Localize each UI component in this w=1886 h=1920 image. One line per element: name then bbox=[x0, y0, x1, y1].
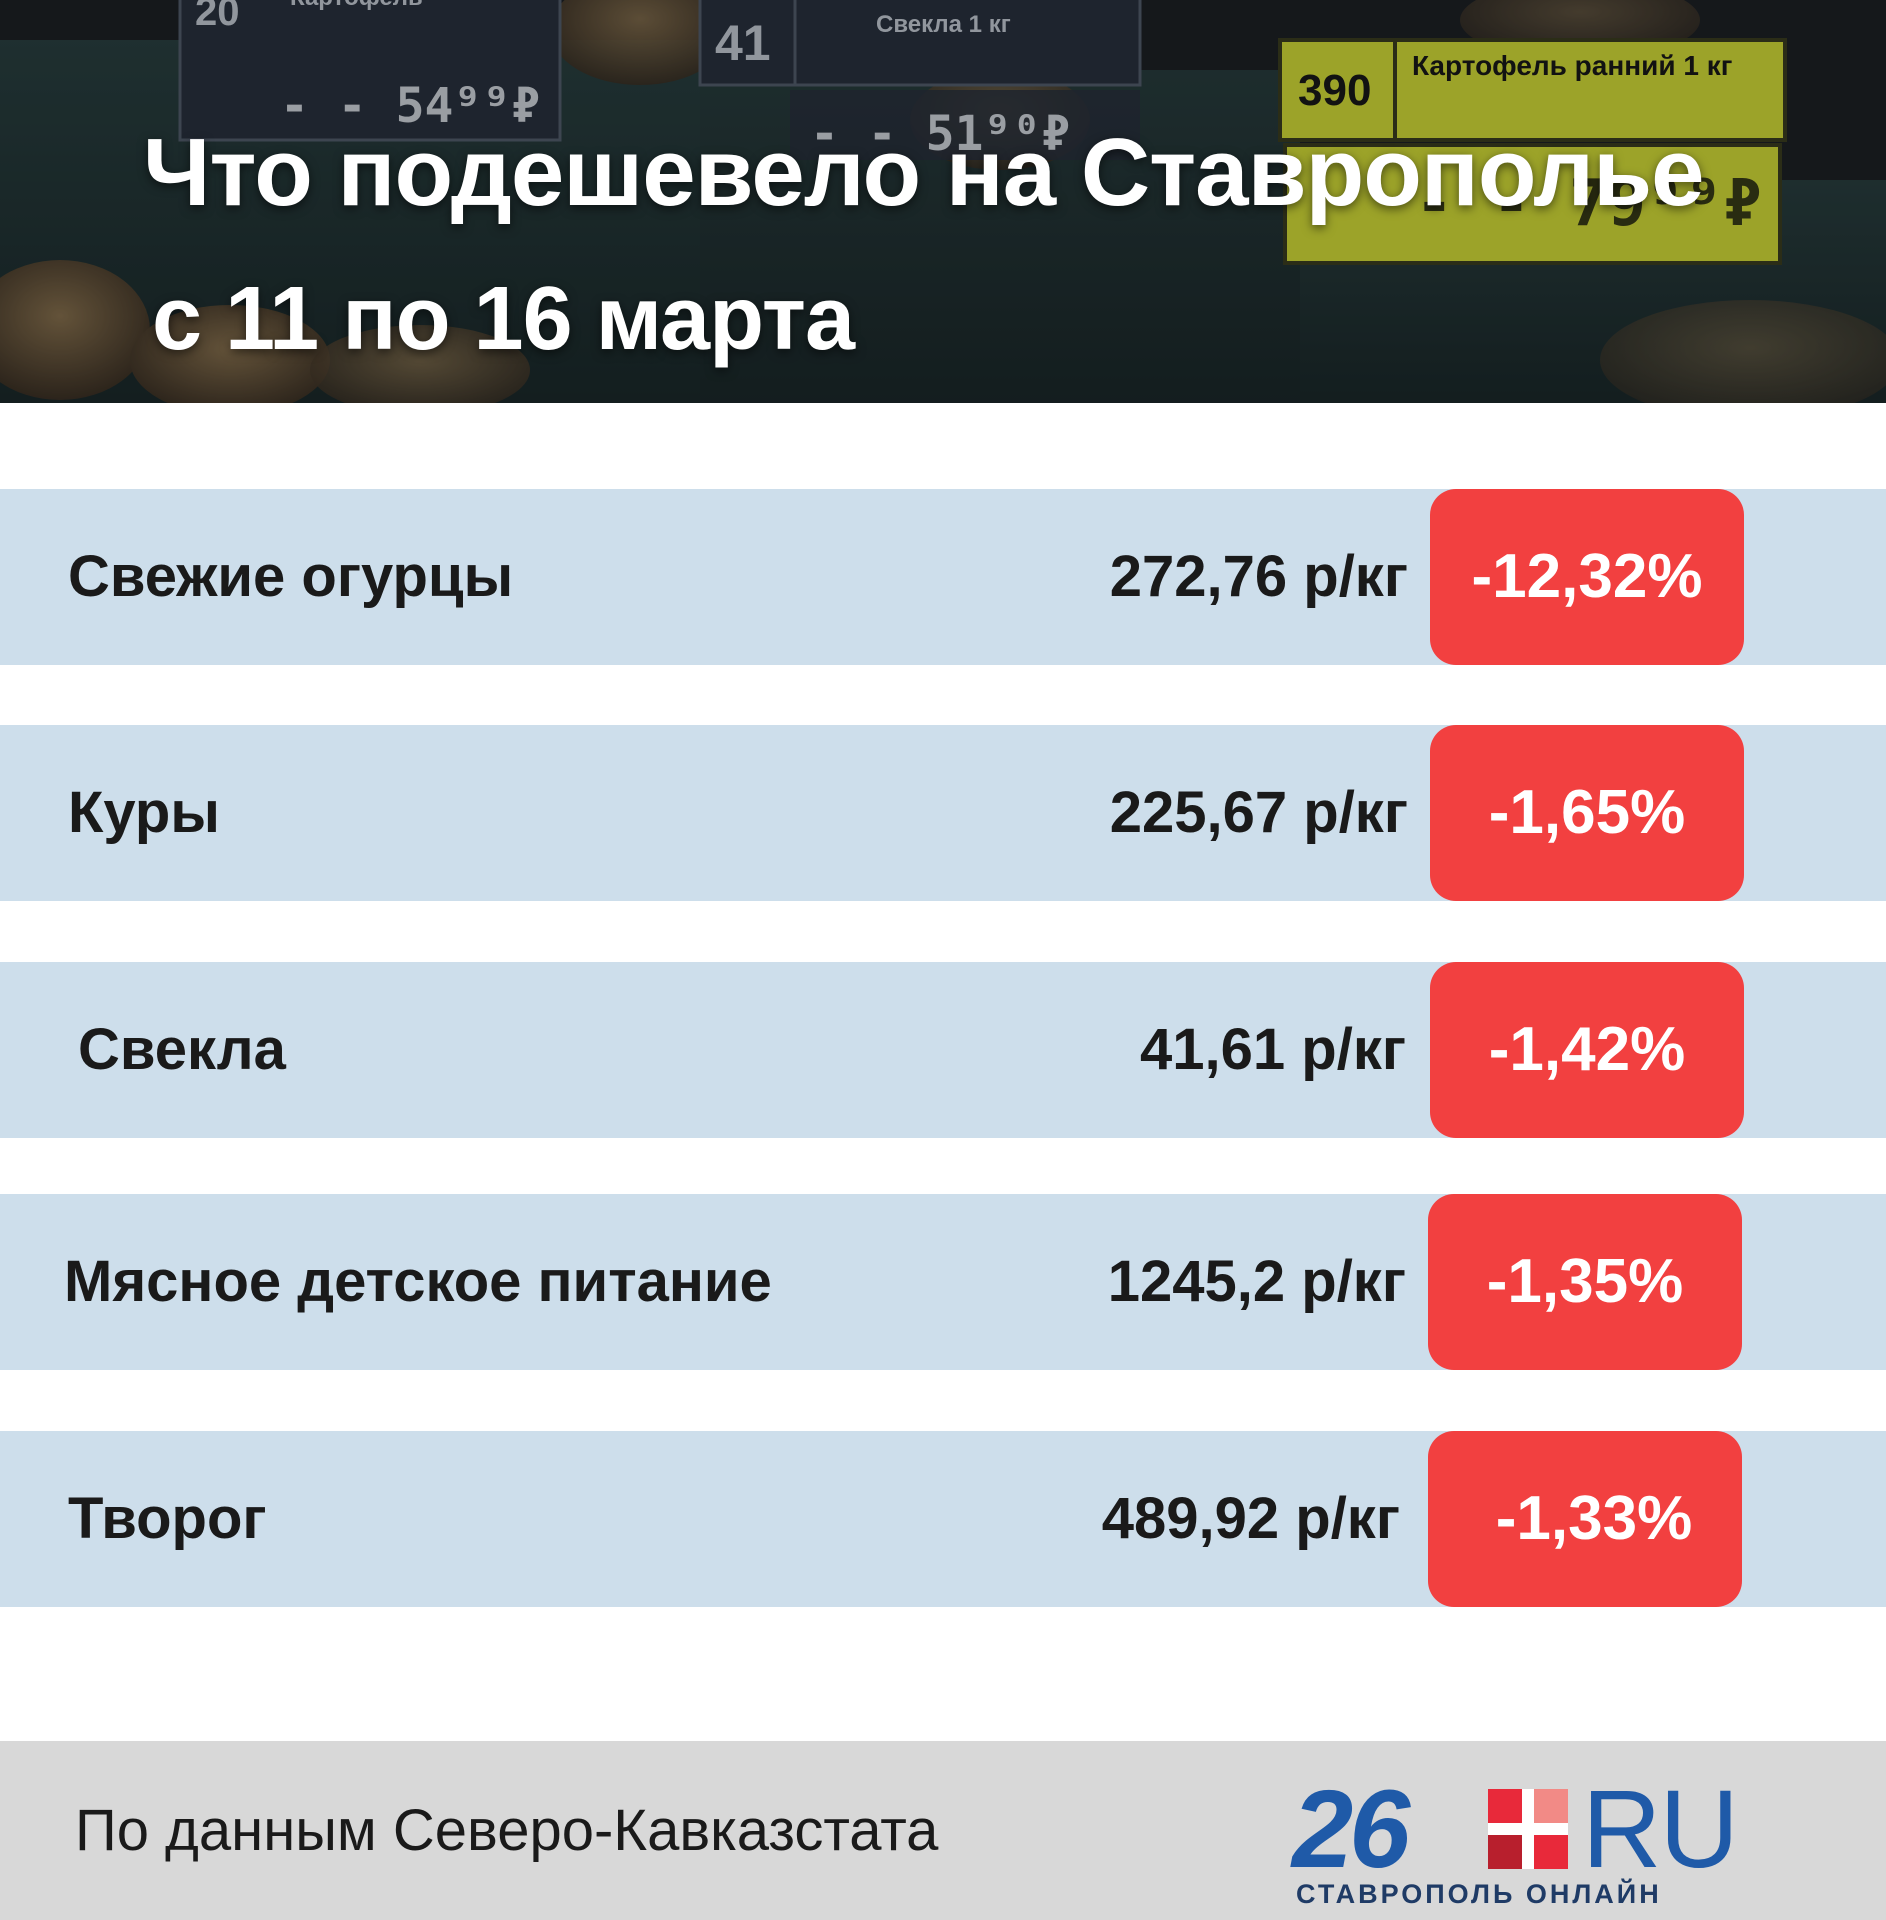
list-item: Творог 489,92 р/кг -1,33% bbox=[0, 1431, 1886, 1607]
potato-shape bbox=[130, 305, 330, 403]
product-name: Мясное детское питание bbox=[64, 1249, 772, 1314]
product-price: 272,76 р/кг bbox=[1109, 544, 1408, 609]
footer: По данным Северо-Кавказстата 26 RU СТАВР… bbox=[0, 1741, 1886, 1920]
price-change-badge: -1,42% bbox=[1430, 962, 1744, 1138]
logo-number: 26 bbox=[1292, 1768, 1410, 1891]
tag2-name: Свекла 1 кг bbox=[876, 11, 1011, 38]
data-source-note: По данным Северо-Кавказстата bbox=[75, 1798, 939, 1863]
tag1-name: Картофель bbox=[290, 0, 423, 11]
potato-shape bbox=[550, 0, 730, 85]
list-item: Мясное детское питание 1245,2 р/кг -1,35… bbox=[0, 1194, 1886, 1370]
list-item: Свекла 41,61 р/кг -1,42% bbox=[0, 962, 1886, 1138]
price-change-badge: -1,65% bbox=[1430, 725, 1744, 901]
price-change-badge: -1,33% bbox=[1428, 1431, 1742, 1607]
price-change-badge: -1,35% bbox=[1428, 1194, 1742, 1370]
tag3-number: 390 bbox=[1298, 66, 1371, 115]
list-item: Свежие огурцы 272,76 р/кг -12,32% bbox=[0, 489, 1886, 665]
potato-shape bbox=[0, 260, 150, 400]
site-logo[interactable]: 26 RU СТАВРОПОЛЬ ОНЛАЙН bbox=[1292, 1775, 1742, 1911]
list-item: Куры 225,67 р/кг -1,65% bbox=[0, 725, 1886, 901]
logo-suffix: RU bbox=[1582, 1768, 1739, 1891]
product-name: Свекла bbox=[78, 1017, 286, 1082]
product-name: Свежие огурцы bbox=[68, 544, 514, 609]
product-price: 1245,2 р/кг bbox=[1107, 1249, 1406, 1314]
page-subtitle: с 11 по 16 марта bbox=[152, 269, 855, 369]
potato-shape bbox=[310, 325, 530, 403]
page-title: Что подешевело на Ставрополье bbox=[143, 119, 1704, 226]
price-change-badge: -12,32% bbox=[1430, 489, 1744, 665]
tag3-price: - - 79⁹⁹₽ bbox=[1415, 167, 1762, 241]
plus-cross-icon bbox=[1488, 1789, 1568, 1869]
product-price: 41,61 р/кг bbox=[1140, 1017, 1406, 1082]
header-banner: 20 Картофель - - 54⁹⁹₽ 41 Свекла 1 кг - … bbox=[0, 0, 1886, 403]
product-name: Куры bbox=[68, 780, 220, 845]
product-name: Творог bbox=[68, 1486, 267, 1551]
tag2-price: - - 51⁹⁰₽ bbox=[810, 106, 1070, 162]
tag2-number: 41 bbox=[715, 15, 771, 71]
tag1-number: 20 bbox=[195, 0, 240, 34]
market-photo-background: 20 Картофель - - 54⁹⁹₽ 41 Свекла 1 кг - … bbox=[0, 0, 1886, 403]
product-price: 225,67 р/кг bbox=[1109, 780, 1408, 845]
product-price: 489,92 р/кг bbox=[1101, 1486, 1400, 1551]
logo-tagline: СТАВРОПОЛЬ ОНЛАЙН bbox=[1296, 1879, 1662, 1909]
tag3-name: Картофель ранний 1 кг bbox=[1412, 50, 1732, 81]
potato-shape bbox=[1600, 300, 1886, 403]
tag1-price: - - 54⁹⁹₽ bbox=[280, 78, 540, 134]
